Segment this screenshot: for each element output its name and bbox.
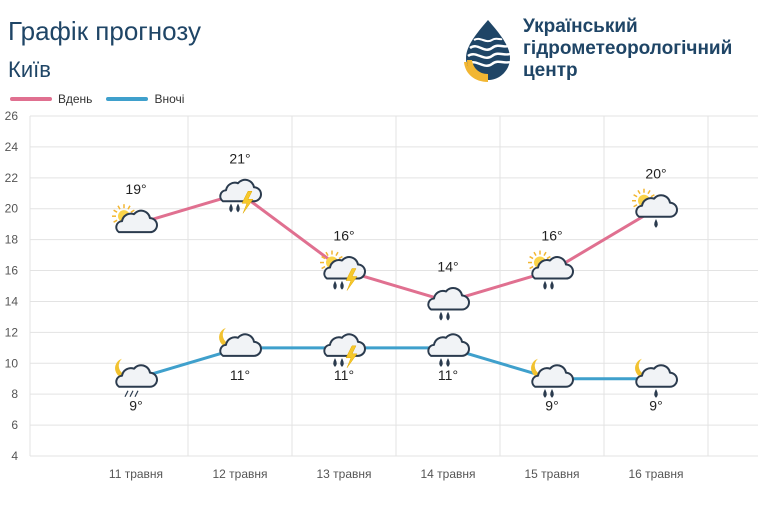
cloud-icon	[323, 256, 366, 280]
x-tick-label: 16 травня	[628, 467, 683, 481]
legend-swatch-night	[106, 97, 149, 101]
raindrop-icon	[446, 311, 450, 321]
raindrop-icon	[340, 280, 344, 290]
y-tick-label: 14	[5, 294, 19, 308]
y-tick-label: 10	[5, 356, 19, 370]
raindrop-icon	[654, 219, 658, 228]
weather-icon	[427, 333, 470, 367]
weather-icon	[632, 188, 678, 228]
drizzle-icon	[124, 390, 129, 397]
weather-icon	[112, 204, 158, 234]
night-temp-label: 11°	[230, 367, 250, 383]
cloud-icon	[635, 194, 678, 218]
org-line-1: Український	[523, 16, 638, 37]
legend-swatch-day	[10, 97, 52, 101]
drizzle-icon	[134, 390, 139, 397]
raindrop-icon	[550, 389, 554, 398]
drizzle-icon	[129, 390, 134, 397]
y-tick-label: 4	[11, 449, 18, 463]
y-tick-label: 22	[5, 171, 19, 185]
day-temp-label: 14°	[437, 258, 458, 274]
moon-icon	[531, 358, 550, 379]
x-tick-label: 15 травня	[524, 467, 579, 481]
hydromet-logo-icon	[464, 20, 511, 82]
y-tick-label: 12	[5, 325, 19, 339]
y-tick-label: 16	[5, 264, 19, 278]
raindrop-icon	[333, 280, 337, 290]
raindrop-icon	[340, 358, 344, 367]
weather-icon	[635, 358, 678, 398]
day-temp-label: 20°	[645, 166, 666, 182]
night-temp-label: 9°	[649, 398, 662, 414]
chart-title: Графік прогнозу	[8, 16, 201, 46]
weather-icon	[320, 250, 366, 291]
lightning-icon	[241, 191, 254, 214]
y-tick-label: 24	[5, 140, 19, 154]
raindrop-icon	[439, 358, 443, 367]
cloud-icon	[219, 333, 262, 357]
city-name: Київ	[8, 57, 51, 82]
legend-item-night[interactable]: Вночі	[106, 92, 184, 106]
raindrop-icon	[333, 358, 337, 367]
weather-icon	[219, 178, 262, 214]
day-temp-label: 16°	[541, 228, 562, 244]
day-temp-label: 19°	[125, 181, 146, 197]
weather-icon	[427, 287, 470, 321]
weather-icon	[115, 358, 158, 397]
organization-name: Український гідрометеорологічний центр	[523, 16, 732, 82]
lightning-icon	[345, 345, 358, 368]
legend-item-day[interactable]: Вдень	[10, 92, 92, 106]
org-line-3: центр	[523, 60, 578, 81]
weather-icon	[323, 333, 366, 368]
night-temp-label: 9°	[129, 398, 142, 414]
night-temp-label: 11°	[334, 367, 354, 383]
day-temp-label: 16°	[333, 228, 354, 244]
raindrop-icon	[439, 311, 443, 321]
y-tick-label: 20	[5, 202, 19, 216]
cloud-icon	[427, 333, 470, 357]
cloud-icon	[635, 364, 678, 388]
y-tick-label: 18	[5, 233, 19, 247]
raindrop-icon	[236, 203, 240, 213]
cloud-icon	[323, 333, 366, 357]
lightning-icon	[345, 268, 358, 291]
y-tick-label: 26	[5, 109, 19, 123]
y-tick-label: 6	[11, 418, 18, 432]
x-tick-label: 14 травня	[420, 467, 475, 481]
raindrop-icon	[654, 389, 658, 398]
cloud-icon	[115, 364, 158, 388]
moon-icon	[635, 358, 654, 379]
legend-label-day: Вдень	[58, 92, 93, 106]
raindrop-icon	[446, 358, 450, 367]
weather-icon	[531, 358, 574, 398]
chart-legend: Вдень Вночі	[10, 92, 198, 106]
x-tick-label: 12 травня	[212, 467, 267, 481]
cloud-icon	[219, 178, 262, 203]
moon-icon	[115, 358, 134, 379]
raindrop-icon	[543, 280, 547, 290]
raindrop-icon	[229, 203, 233, 213]
night-temp-label: 11°	[438, 367, 458, 383]
legend-label-night: Вночі	[154, 92, 185, 106]
cloud-icon	[531, 364, 574, 388]
y-tick-label: 8	[11, 387, 18, 401]
cloud-icon	[427, 287, 470, 311]
raindrop-icon	[543, 389, 547, 398]
raindrop-icon	[550, 280, 554, 290]
x-tick-label: 11 травня	[109, 467, 163, 481]
day-temp-label: 21°	[229, 150, 250, 166]
weather-icon	[219, 327, 262, 357]
org-line-2: гідрометеорологічний	[523, 38, 733, 59]
cloud-icon	[531, 256, 574, 280]
x-tick-label: 13 травня	[316, 467, 371, 481]
night-temp-label: 9°	[545, 398, 558, 414]
cloud-icon	[115, 209, 158, 234]
weather-icon	[528, 250, 574, 290]
moon-icon	[219, 327, 238, 348]
